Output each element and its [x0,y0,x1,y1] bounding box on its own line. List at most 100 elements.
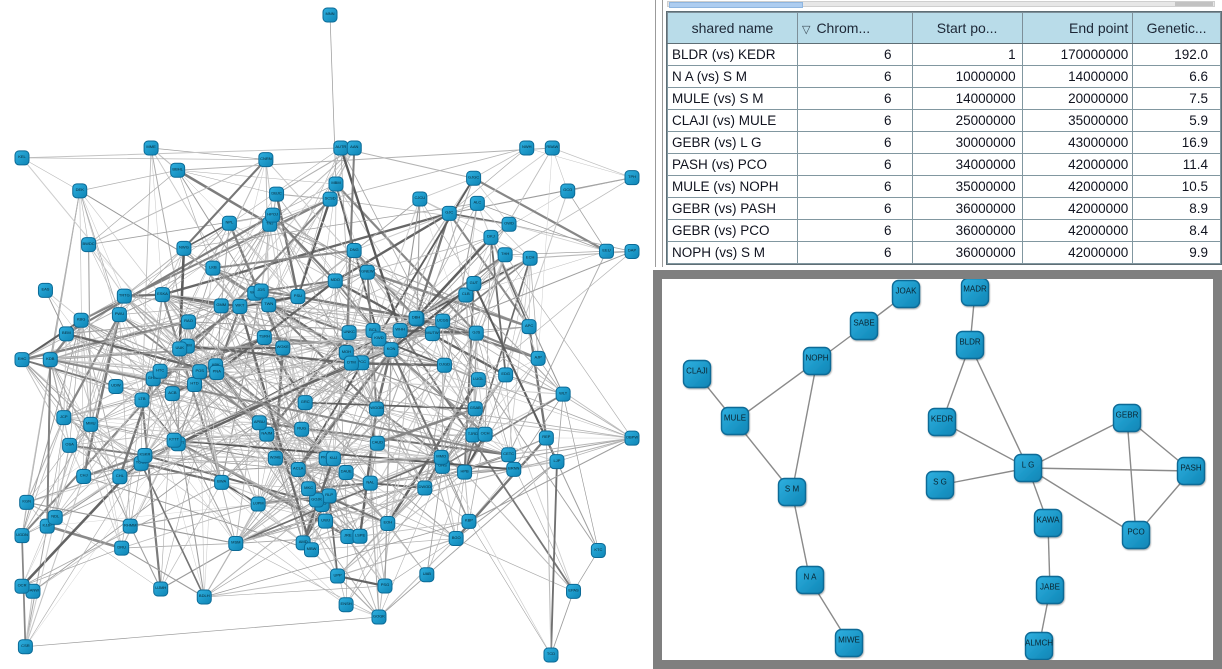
network-edge[interactable] [211,249,356,270]
network-node[interactable]: EPAS [566,583,582,599]
network-edge[interactable] [353,249,418,320]
network-node[interactable]: DWOD [417,480,433,496]
network-edge[interactable] [444,294,467,366]
network-edge[interactable] [472,177,608,253]
network-edge[interactable] [69,319,82,446]
network-edge[interactable] [941,421,1029,469]
network-node[interactable]: EOH [380,516,396,532]
network-edge[interactable] [177,169,277,195]
network-edge[interactable] [69,378,154,446]
network-node[interactable]: GOGK [371,609,387,625]
network-edge[interactable] [376,442,426,489]
network-node[interactable]: MADR [960,279,990,307]
network-edge[interactable] [182,158,267,250]
network-node[interactable]: PNA [209,365,225,381]
network-node[interactable]: CHL [112,469,128,485]
network-edge[interactable] [203,575,339,598]
network-edge[interactable] [508,223,607,252]
network-edge[interactable] [49,359,123,549]
network-node[interactable]: LTB [134,392,150,408]
network-edge[interactable] [376,407,477,445]
network-edge[interactable] [257,488,309,505]
network-edge[interactable] [183,222,231,250]
network-node[interactable]: LUGL [470,372,486,388]
network-edge[interactable] [337,487,426,577]
network-edge[interactable] [472,358,539,436]
network-edge[interactable] [361,294,467,364]
network-edge[interactable] [567,177,633,192]
network-node[interactable]: ECH [522,250,538,266]
network-edge[interactable] [969,344,1029,469]
network-edge[interactable] [79,190,217,367]
network-node[interactable]: DBJC [269,186,285,202]
horizontal-scrollbar[interactable] [667,1,1215,8]
network-node[interactable]: S G [925,470,955,500]
network-edge[interactable] [424,487,470,522]
network-node[interactable]: JDS [253,283,269,299]
network-node[interactable]: MIWE [834,628,864,658]
network-edge[interactable] [1027,467,1137,536]
panel-splitter[interactable] [655,0,656,267]
network-node[interactable]: ACLA [290,462,306,478]
network-node[interactable]: MKC [301,481,317,497]
table-row[interactable]: PASH (vs) PCO 6 34000000 42000000 11.4 [667,153,1221,176]
network-edge[interactable] [791,360,818,493]
network-edge[interactable] [215,279,337,374]
network-edge[interactable] [21,359,143,401]
network-edge[interactable] [556,437,633,463]
network-node[interactable]: PSU [290,289,306,305]
network-edge[interactable] [426,471,465,576]
network-node[interactable]: KAWA [1033,508,1063,538]
network-edge[interactable] [88,159,267,246]
network-edge[interactable] [1027,467,1192,472]
network-edge[interactable] [304,349,392,404]
network-edge[interactable] [440,332,477,458]
network-node[interactable]: GSAB [467,401,483,417]
network-node[interactable]: APC [521,319,537,335]
network-edge[interactable] [484,393,564,435]
network-node[interactable]: RUG [294,421,310,437]
network-edge[interactable] [69,444,142,464]
network-edge[interactable] [203,521,470,598]
network-edge[interactable] [376,332,477,444]
network-detail-canvas[interactable]: JOAK SABE NOPH CLAJI MULE S M N A MIWE MADR BLDR K… [662,279,1213,660]
network-edge[interactable] [83,475,312,551]
network-edge[interactable] [1126,417,1137,536]
network-edge[interactable] [545,437,552,656]
network-node[interactable]: DBH [408,310,424,326]
network-edge[interactable] [21,417,65,537]
network-node[interactable]: CJCU [412,191,428,207]
network-node[interactable]: KEL [14,150,30,166]
network-overview-canvas[interactable]: MNNMBMDDGTSRHRHMMSLLGWKKHTDTNJGJCTWNPCCB… [0,0,649,669]
network-edge[interactable] [45,290,237,544]
network-node[interactable]: MBW [303,542,319,558]
network-edge[interactable] [25,455,146,648]
network-edge[interactable] [272,183,337,216]
network-edge[interactable] [551,147,633,179]
network-edge[interactable] [162,214,273,295]
network-edge[interactable] [260,198,331,292]
network-edge[interactable] [329,14,337,185]
network-node[interactable]: CAUD [369,435,385,451]
network-edge[interactable] [276,193,331,200]
network-edge[interactable] [90,393,173,425]
network-node[interactable]: NDL [47,509,63,525]
network-edge[interactable] [21,359,92,425]
network-edge[interactable] [473,257,531,284]
network-edge[interactable] [384,349,392,587]
network-edge[interactable] [464,357,539,473]
network-edge[interactable] [484,374,506,435]
network-node[interactable]: UNKC [341,325,357,341]
network-node[interactable]: WGOB [369,401,385,417]
network-edge[interactable] [308,352,347,490]
table-row[interactable]: N A (vs) S M 6 10000000 14000000 6.6 [667,65,1221,88]
network-edge[interactable] [88,244,125,297]
network-node[interactable]: WHH [392,323,408,339]
network-edge[interactable] [177,169,230,224]
network-node[interactable]: EAS [37,282,53,298]
network-edge[interactable] [203,372,218,598]
network-node[interactable]: MULE [720,406,750,436]
network-edge[interactable] [351,362,378,444]
network-edge[interactable] [378,461,558,618]
network-node[interactable]: MSM [228,535,244,551]
